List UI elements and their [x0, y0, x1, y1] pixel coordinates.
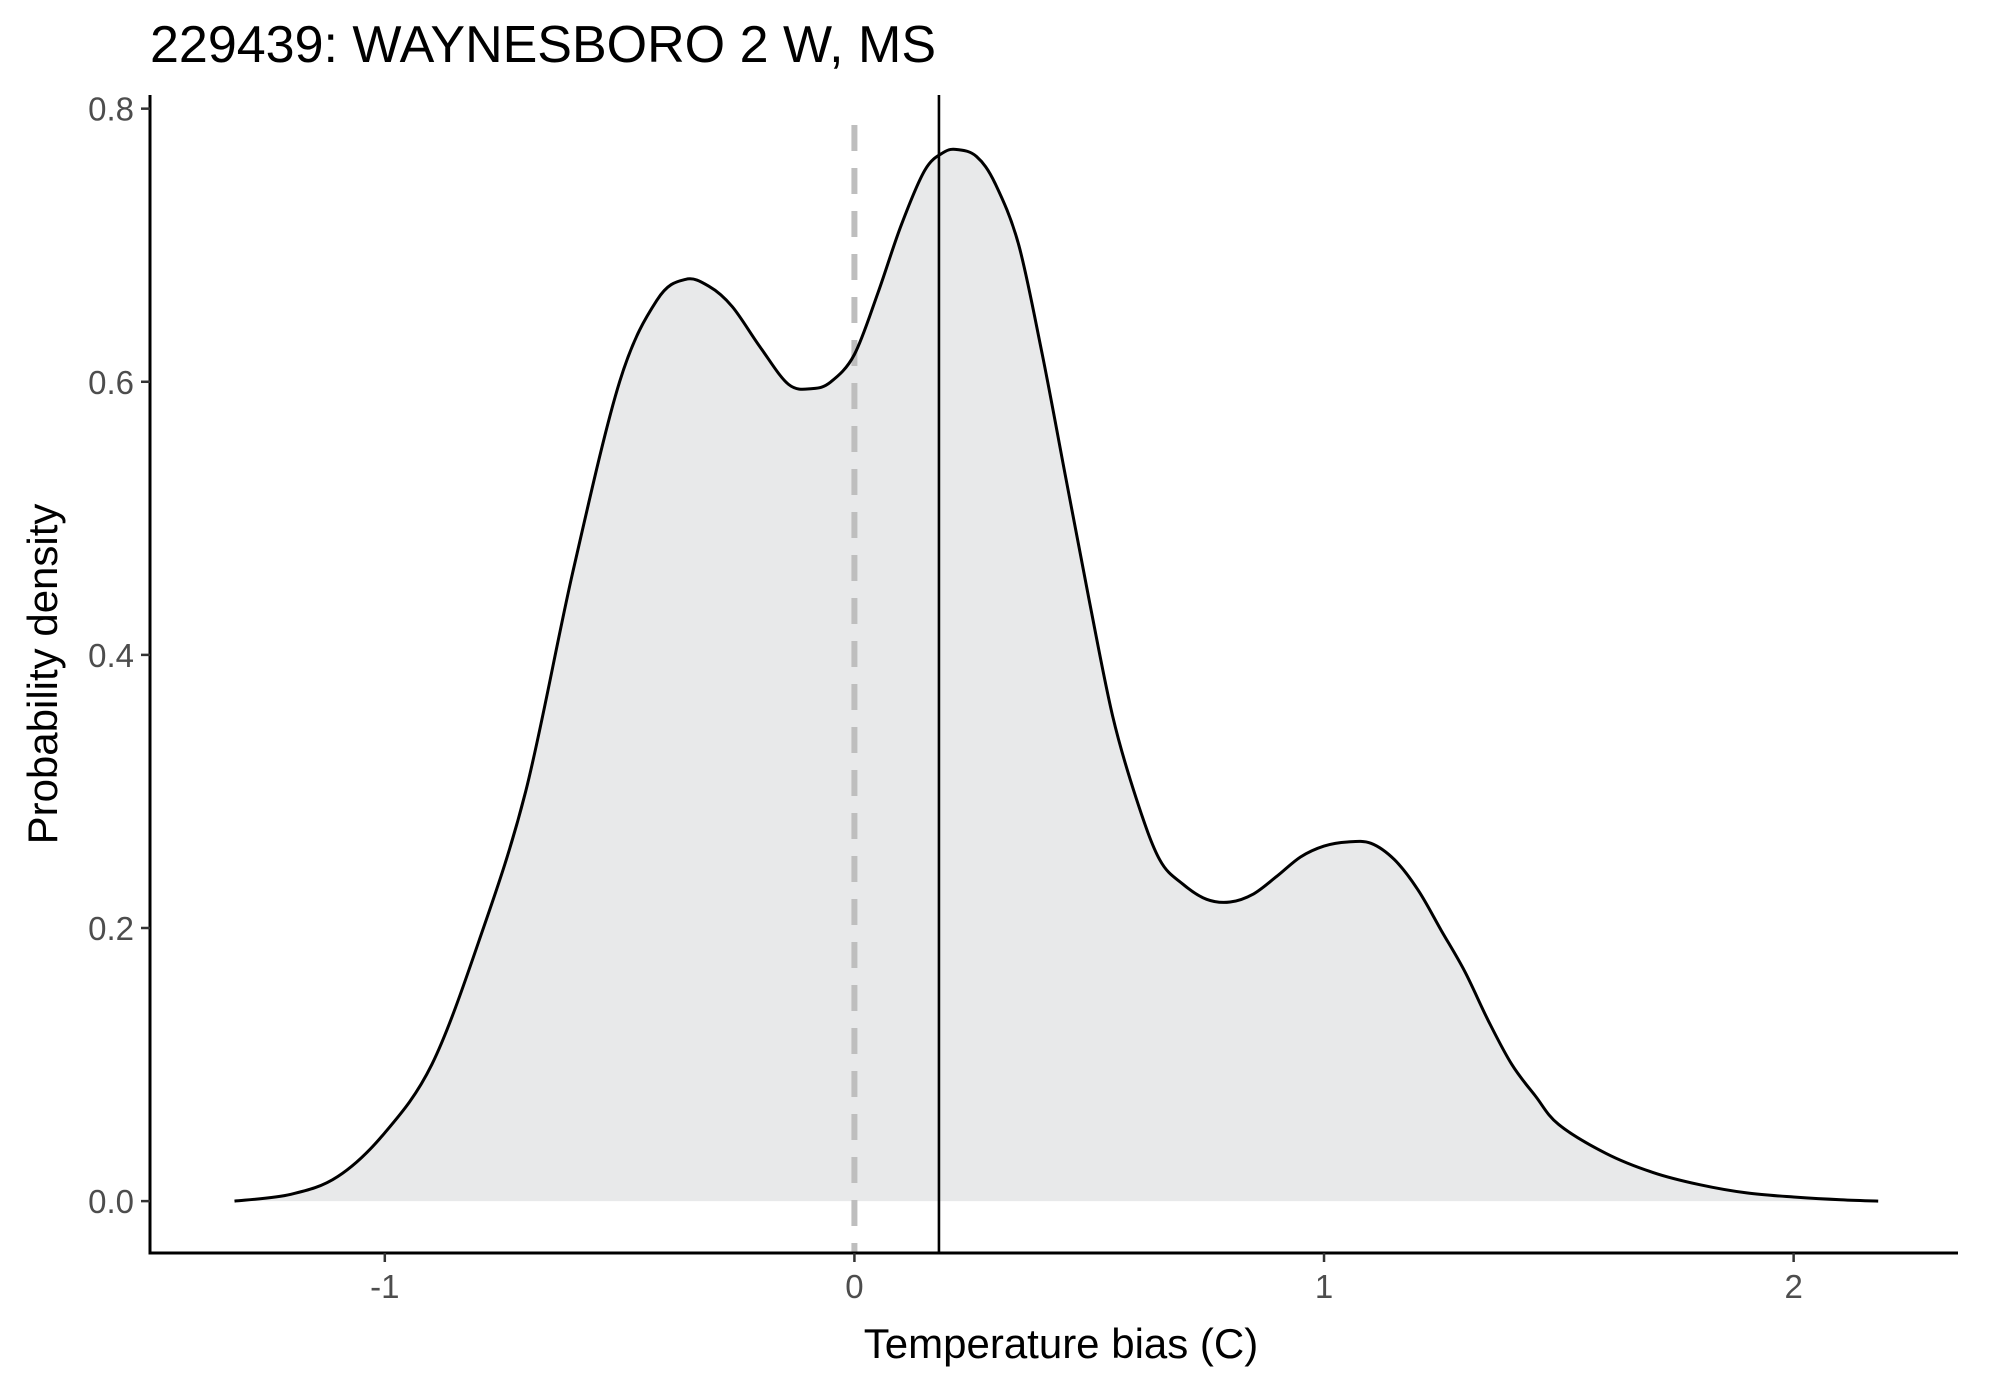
x-tick-label: 1 [1315, 1268, 1333, 1305]
y-tick-label: 0.6 [88, 364, 134, 401]
x-axis-label: Temperature bias (C) [864, 1320, 1258, 1367]
y-axis-label: Probability density [19, 504, 66, 845]
density-area-fill [234, 149, 1879, 1202]
x-tick-label: 2 [1784, 1268, 1802, 1305]
y-tick-label: 0.2 [88, 910, 134, 947]
y-tick-label: 0.8 [88, 91, 134, 128]
y-tick-label: 0.4 [88, 637, 134, 674]
x-axis-ticks: -1 0 1 2 [370, 1253, 1803, 1305]
x-tick-label: -1 [370, 1268, 399, 1305]
y-tick-label: 0.0 [88, 1183, 134, 1220]
x-tick-label: 0 [845, 1268, 863, 1305]
axes: -1 0 1 2 0.0 0.2 0.4 0.6 0.8 [88, 91, 1958, 1305]
y-axis-ticks: 0.0 0.2 0.4 0.6 0.8 [88, 91, 150, 1220]
density-curve-line [234, 147, 1879, 1203]
plot-area [234, 95, 1879, 1253]
chart-title: 229439: WAYNESBORO 2 W, MS [150, 16, 936, 74]
